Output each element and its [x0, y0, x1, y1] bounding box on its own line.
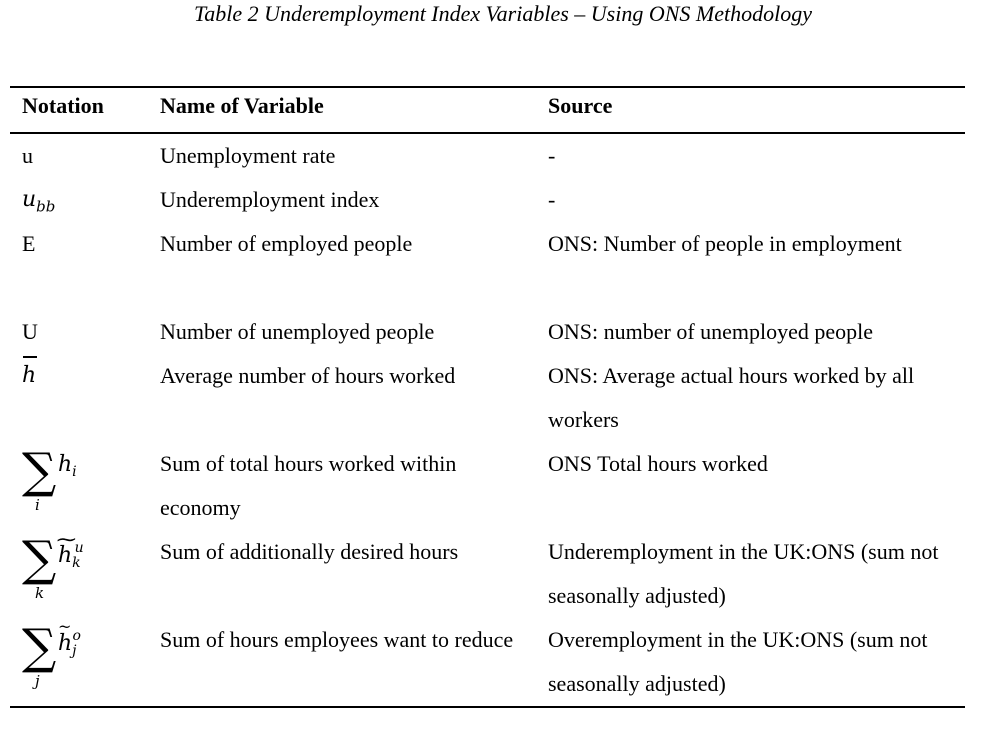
notation-cell: ∑ hi i [22, 443, 77, 514]
table-row: ubb Underemployment index - [10, 178, 965, 222]
table-row: ∑ hku k Sum of additionally desired hour… [10, 530, 965, 618]
notation-cell: ∑ hku k [22, 532, 102, 608]
table-row: U Number of unemployed people ONS: numbe… [10, 310, 965, 354]
sigma-symbol: ∑ [22, 531, 57, 587]
source-cell: Underemployment in the UK:ONS (sum not s… [548, 539, 939, 608]
table-caption: Table 2 Underemployment Index Variables … [194, 1, 812, 26]
table-row: h Average number of hours worked ONS: Av… [10, 354, 965, 442]
header-source: Source [548, 93, 613, 118]
source-cell: ONS: number of unemployed people [548, 319, 874, 344]
variable-name-cell: Sum of additionally desired hours [160, 539, 459, 564]
variable-name-cell: Sum of hours employees want to reduce [160, 627, 514, 652]
notation-cell: h [22, 354, 38, 398]
variable-name-cell: Number of unemployed people [160, 319, 435, 344]
notation-cell: ∑ hjo j [22, 617, 102, 696]
table-row: ∑ hi i Sum of total hours worked within … [10, 442, 965, 530]
variable-name-cell: Underemployment index [160, 187, 380, 212]
notation-cell: u [22, 143, 33, 168]
source-cell: - [548, 143, 556, 168]
sigma-symbol: ∑ [22, 443, 57, 499]
source-cell: Overemployment in the UK:ONS (sum not se… [548, 627, 928, 696]
source-cell: ONS: Average actual hours worked by all … [548, 363, 915, 432]
header-name: Name of Variable [160, 93, 324, 118]
variable-name-cell: Unemployment rate [160, 143, 336, 168]
variables-table: Notation Name of Variable Source u Unemp… [10, 86, 965, 708]
notation-cell: E [22, 231, 36, 256]
sigma-symbol: ∑ [22, 619, 57, 675]
variable-name-cell: Number of employed people [160, 231, 413, 256]
header-notation: Notation [22, 93, 104, 118]
notation-cell: U [22, 319, 38, 344]
table-row: ∑ hjo j Sum of hours employees want to r… [10, 617, 965, 706]
table-row: E Number of employed people ONS: Number … [10, 222, 965, 310]
source-cell: ONS: Number of people in employment [548, 231, 902, 256]
variable-name-cell: Sum of total hours worked within economy [160, 451, 457, 520]
table-row: u Unemployment rate - [10, 134, 965, 178]
source-cell: ONS Total hours worked [548, 451, 768, 476]
variable-name-cell: Average number of hours worked [160, 363, 456, 388]
table-header-row: Notation Name of Variable Source [10, 88, 965, 134]
notation-cell: ubb [22, 187, 56, 216]
source-cell: - [548, 187, 556, 212]
